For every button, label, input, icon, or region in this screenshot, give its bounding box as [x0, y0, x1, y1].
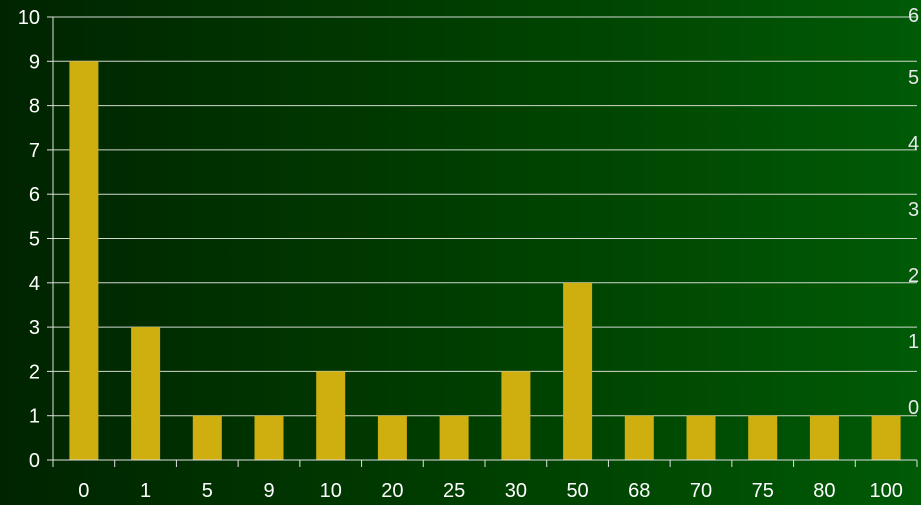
bar-9: [254, 415, 284, 460]
bar-5: [192, 415, 222, 460]
bar-30: [501, 371, 531, 460]
bar-10: [316, 371, 346, 460]
y-tick-label: 7: [29, 140, 40, 162]
bars: [69, 61, 901, 461]
x-tick-label: 100: [869, 480, 902, 502]
y-tick-label: 8: [29, 96, 40, 118]
bar-68: [624, 415, 654, 460]
x-tick-label: 10: [320, 480, 342, 502]
x-tick-label: 75: [752, 480, 774, 502]
secondary-y-tick-label: 2: [908, 265, 919, 287]
bar-50: [563, 282, 593, 460]
secondary-y-tick-label: 1: [908, 331, 919, 353]
y-tick-label: 6: [29, 184, 40, 206]
bar-80: [809, 415, 839, 460]
y-axis-ticks: 0 1 2 3 4 5 6 7 8 9 10: [18, 7, 53, 472]
x-tick-label: 0: [78, 480, 89, 502]
y-tick-label: 0: [29, 450, 40, 472]
secondary-y-tick-label: 4: [908, 133, 919, 155]
bar-70: [686, 415, 716, 460]
x-tick-label: 25: [443, 480, 465, 502]
x-tick-label: 20: [381, 480, 403, 502]
y-tick-label: 9: [29, 51, 40, 73]
secondary-y-tick-label: 5: [908, 67, 919, 89]
x-tick-label: 70: [690, 480, 712, 502]
secondary-axis-ticks: 0 1 2 3 4 5 6: [908, 5, 919, 419]
bar-20: [377, 415, 407, 460]
x-tick-label: 68: [628, 480, 650, 502]
bar-0: [69, 61, 99, 461]
x-tick-label: 80: [813, 480, 835, 502]
x-tick-label: 1: [140, 480, 151, 502]
x-tick-label: 50: [566, 480, 588, 502]
y-tick-label: 3: [29, 317, 40, 339]
bar-75: [748, 415, 778, 460]
secondary-y-tick-label: 6: [908, 5, 919, 27]
x-tick-label: 9: [263, 480, 274, 502]
y-tick-label: 10: [18, 7, 40, 29]
x-tick-label: 30: [505, 480, 527, 502]
y-tick-label: 5: [29, 229, 40, 251]
bar-25: [439, 415, 469, 460]
secondary-y-tick-label: 0: [908, 397, 919, 419]
secondary-y-tick-label: 3: [908, 199, 919, 221]
bar-1: [131, 327, 161, 460]
x-tick-label: 5: [202, 480, 213, 502]
y-tick-label: 1: [29, 406, 40, 428]
bar-100: [871, 415, 901, 460]
gridlines: [53, 16, 917, 417]
x-axis-ticks: 0 1 5 9 10 20 25 30 50 68 70 75 80 100: [52, 460, 918, 502]
y-tick-label: 4: [29, 273, 40, 295]
y-tick-label: 2: [29, 361, 40, 383]
